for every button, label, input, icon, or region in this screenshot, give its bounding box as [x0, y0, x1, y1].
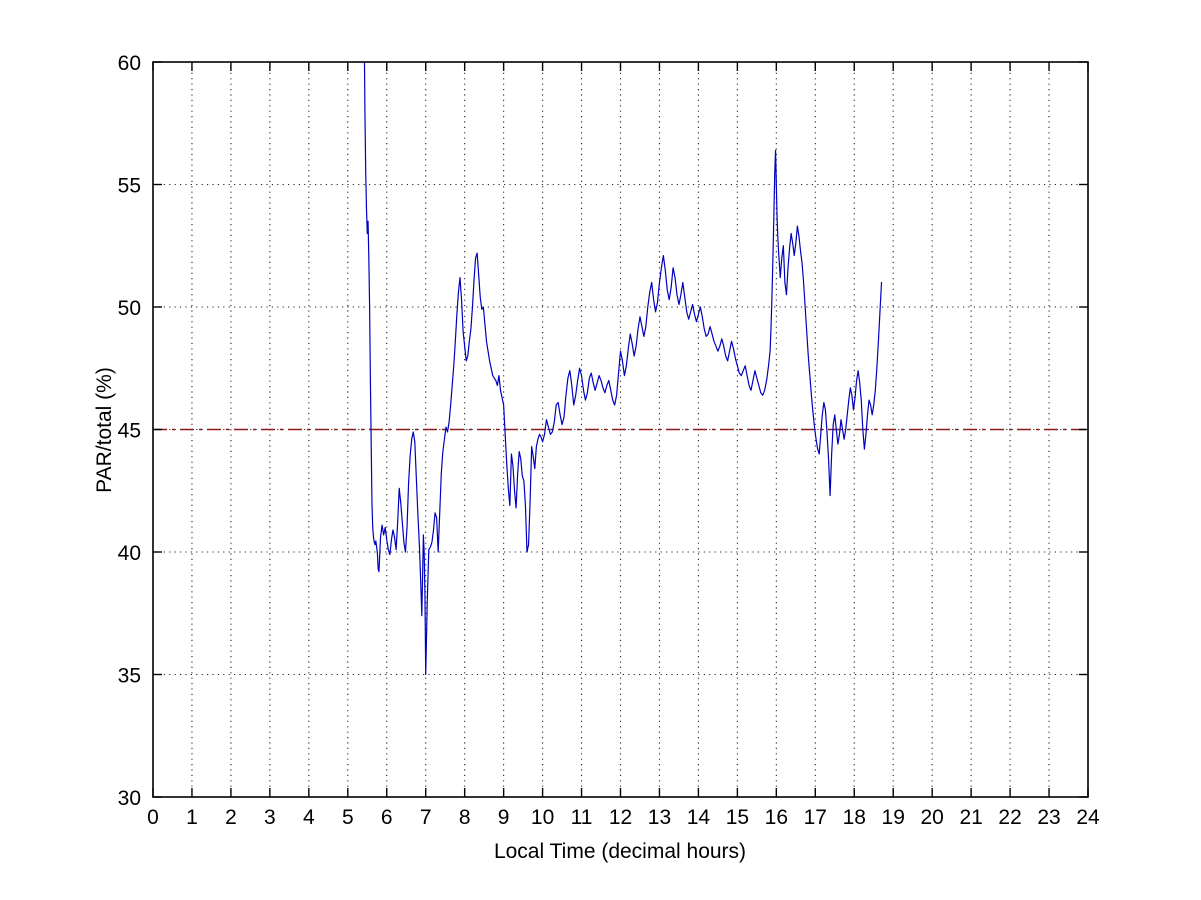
x-tick-label: 5: [342, 806, 354, 829]
x-tick-label: 20: [920, 806, 943, 829]
x-tick-label: 10: [531, 806, 554, 829]
x-tick-label: 23: [1037, 806, 1060, 829]
y-tick-label: 30: [118, 787, 141, 810]
x-tick-label: 6: [381, 806, 393, 829]
x-tick-label: 19: [882, 806, 905, 829]
y-axis-tick-labels: 30 35 40 45 50 55 60: [118, 52, 141, 810]
data-series-line: [363, 62, 883, 676]
y-tick-label: 40: [118, 542, 141, 565]
x-tick-label: 13: [648, 806, 671, 829]
x-tick-label: 16: [765, 806, 788, 829]
y-axis-title: PAR/total (%): [93, 367, 116, 493]
y-tick-label: 60: [118, 52, 141, 75]
x-tick-label: 12: [609, 806, 632, 829]
x-tick-label: 2: [225, 806, 237, 829]
y-tick-label: 55: [118, 175, 141, 198]
axis-tick-marks: [152, 61, 1089, 798]
x-tick-label: 17: [804, 806, 827, 829]
x-tick-label: 11: [571, 806, 593, 829]
x-tick-label: 8: [459, 806, 471, 829]
x-tick-label: 3: [264, 806, 276, 829]
x-axis-tick-labels: 0 1 2 3 4 5 6 7 8 9 10 11 12 13 14 15 16 17 18 19 20 21 22 23 24: [147, 806, 1100, 829]
y-tick-label: 45: [118, 420, 141, 443]
y-tick-label: 35: [118, 665, 141, 688]
x-tick-label: 18: [843, 806, 866, 829]
x-tick-label: 21: [959, 806, 982, 829]
x-tick-label: 9: [498, 806, 510, 829]
x-tick-label: 14: [687, 806, 711, 829]
series-path: [363, 62, 883, 676]
x-tick-label: 24: [1076, 806, 1100, 829]
x-tick-label: 7: [420, 806, 432, 829]
y-tick-label: 50: [118, 297, 141, 320]
x-axis-title: Local Time (decimal hours): [494, 840, 746, 863]
x-tick-label: 4: [303, 806, 315, 829]
x-tick-label: 15: [726, 806, 749, 829]
x-tick-label: 22: [998, 806, 1021, 829]
x-tick-label: 0: [147, 806, 159, 829]
x-tick-label: 1: [186, 806, 198, 829]
